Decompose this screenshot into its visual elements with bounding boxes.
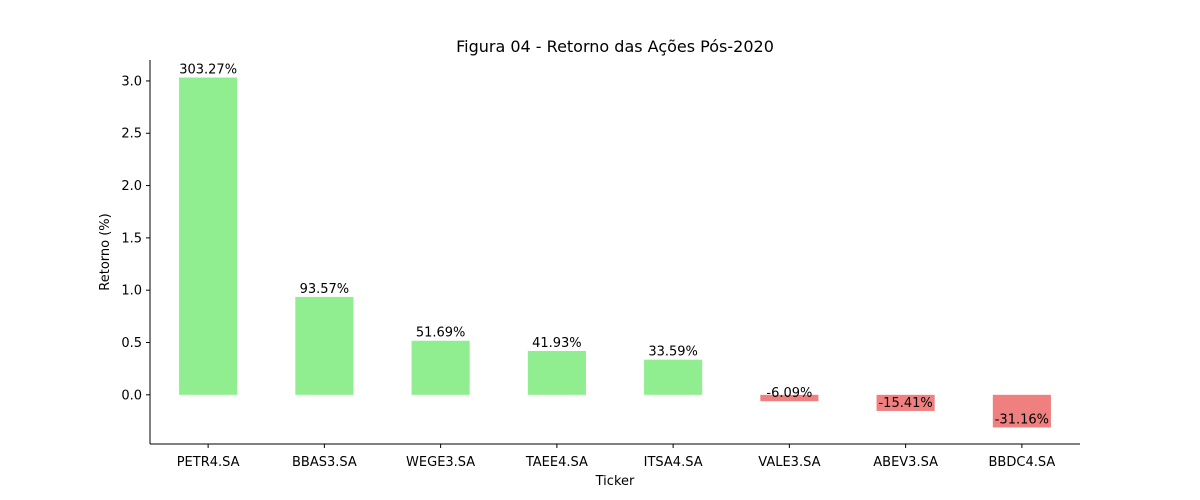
y-tick-label: 1.5 <box>121 231 142 246</box>
y-tick-label: 1.0 <box>121 284 142 299</box>
x-tick-label: PETR4.SA <box>177 455 240 470</box>
data-label: 51.69% <box>416 326 466 341</box>
x-tick-label: TAEE4.SA <box>525 455 588 470</box>
bar-petr4-sa <box>179 77 238 395</box>
y-tick-label: 3.0 <box>121 74 142 89</box>
data-label: 303.27% <box>179 63 237 78</box>
y-tick-label: 0.0 <box>121 388 142 403</box>
bar-bbdc4-sa <box>992 394 1051 428</box>
y-axis-title: Retorno (%) <box>98 213 113 290</box>
x-tick-label: VALE3.SA <box>758 455 820 470</box>
axes <box>149 60 1080 445</box>
x-axis-title: Ticker <box>595 474 635 489</box>
data-label: -15.41% <box>878 396 932 411</box>
x-tick-label: ITSA4.SA <box>644 455 703 470</box>
y-tick-label: 0.5 <box>121 336 142 351</box>
bar-taee4-sa <box>527 350 586 395</box>
x-tick-label: WEGE3.SA <box>406 455 475 470</box>
data-labels: 303.27% 93.57% 51.69% 41.93% 33.59% -6.09% -15… <box>179 63 1049 428</box>
x-tick-label: ABEV3.SA <box>873 455 938 470</box>
ticks: 0.0 0.5 1.0 1.5 2.0 2.5 3.0 PETR4.SA BBAS3.SA WEG… <box>121 74 1055 470</box>
bar-bbas3-sa <box>295 296 354 395</box>
data-label: -6.09% <box>766 386 812 401</box>
bars <box>179 77 1051 428</box>
bar-abev3-sa <box>876 394 935 411</box>
data-label: 33.59% <box>648 345 698 360</box>
x-tick-label: BBAS3.SA <box>292 455 357 470</box>
data-label: 93.57% <box>300 282 350 297</box>
bar-vale3-sa <box>760 394 819 402</box>
data-label: 41.93% <box>532 336 582 351</box>
y-tick-label: 2.0 <box>121 179 142 194</box>
y-tick-label: 2.5 <box>121 127 142 142</box>
x-tick-label: BBDC4.SA <box>989 455 1056 470</box>
chart-title: Figura 04 - Retorno das Ações Pós-2020 <box>456 37 774 56</box>
bar-wege3-sa <box>411 340 470 395</box>
bar-itsa4-sa <box>644 359 703 395</box>
data-label: -31.16% <box>995 412 1049 427</box>
